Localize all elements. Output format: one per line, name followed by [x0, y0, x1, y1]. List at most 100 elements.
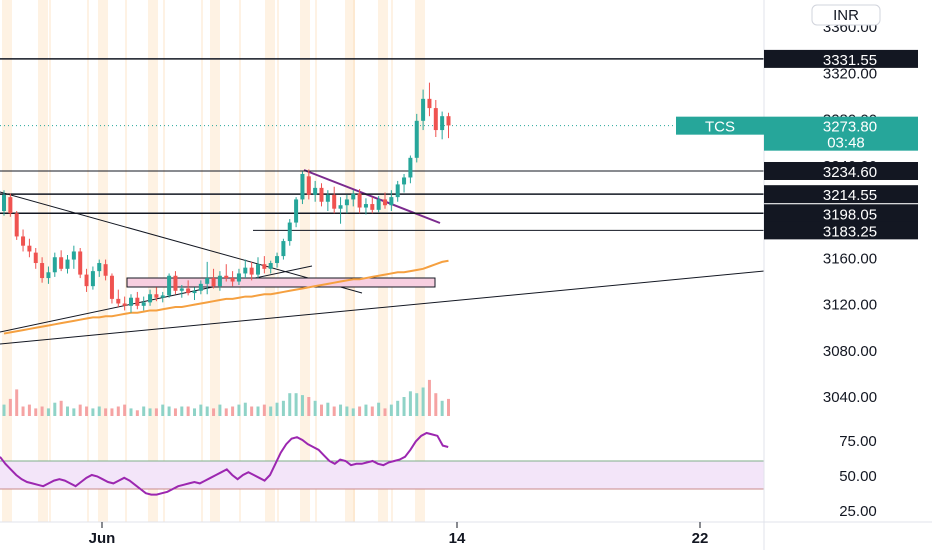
candle-body	[109, 275, 114, 299]
volume-bar	[167, 406, 171, 416]
candle-body	[192, 290, 197, 294]
session-highlight	[265, 0, 275, 522]
session-highlight	[148, 0, 158, 522]
candle-body	[383, 199, 387, 206]
candle-body	[148, 294, 153, 303]
volume-bar	[389, 404, 393, 416]
volume-bar	[300, 395, 304, 416]
candle-body	[179, 288, 184, 291]
candle-body	[306, 176, 311, 195]
rsi-tick-label: 75.00	[839, 433, 877, 450]
candle-body	[389, 197, 394, 206]
currency-label: INR	[833, 7, 859, 24]
volume-bar	[281, 400, 285, 416]
candle-body	[97, 263, 102, 272]
volume-bar	[415, 393, 419, 416]
time-tick-label: Jun	[89, 530, 116, 547]
candle-body	[186, 288, 191, 294]
level-tag-label: 3214.55	[823, 187, 877, 204]
candle-body	[414, 120, 419, 158]
candle-body	[59, 257, 64, 269]
candle-body	[344, 199, 349, 206]
volume-bar	[66, 406, 69, 416]
volume-bar	[237, 404, 241, 416]
volume-bar	[21, 406, 25, 416]
candle-body	[319, 187, 324, 202]
rsi-tick-label: 50.00	[839, 468, 877, 485]
session-highlights	[2, 0, 425, 522]
volume-bar	[332, 406, 336, 416]
candle-body	[71, 251, 76, 260]
candle-body	[46, 272, 51, 279]
volume-bars	[2, 379, 450, 416]
currency-badge[interactable]: INR	[811, 4, 881, 26]
volume-bar	[364, 404, 368, 416]
price-tick-label: 3160.00	[823, 250, 877, 267]
time-axis[interactable]: Jun 14 22	[0, 521, 932, 547]
candle-body	[230, 278, 235, 282]
session-highlight	[300, 0, 310, 522]
currency-badge-box	[811, 4, 881, 26]
candle-body	[370, 204, 375, 210]
volume-bar	[34, 408, 38, 416]
volume-bar	[434, 393, 438, 416]
volume-bar	[85, 406, 89, 416]
candle-body	[224, 275, 229, 279]
candle-body	[433, 108, 438, 131]
candle-body	[33, 252, 38, 264]
symbol-tag-label: TCS	[705, 119, 735, 136]
volume-bar	[205, 406, 209, 416]
candle-body	[122, 303, 127, 306]
volume-bar	[408, 391, 412, 416]
candle-body	[300, 174, 305, 200]
candle-body	[129, 297, 133, 306]
level-tag-label: 3331.55	[823, 52, 877, 69]
candle-body	[84, 274, 89, 287]
level-tag	[764, 204, 918, 223]
candle-body	[141, 302, 146, 306]
candle-body	[198, 283, 203, 291]
volume-bar	[78, 404, 82, 416]
channel-line	[303, 169, 441, 224]
rsi-line	[0, 431, 449, 496]
volume-bar	[15, 389, 19, 416]
candle-body	[294, 199, 299, 223]
price-tick-label: 3120.00	[823, 297, 877, 314]
volume-bar	[180, 406, 184, 416]
volume-bar	[294, 393, 298, 416]
candle-body	[52, 257, 57, 273]
volume-bar	[46, 408, 50, 416]
candle-body	[90, 271, 95, 287]
level-tag-label: 3198.05	[823, 206, 877, 223]
volume-bar	[288, 393, 292, 416]
candle-body	[440, 116, 445, 131]
volume-bar	[231, 406, 235, 416]
volume-bar	[427, 379, 431, 416]
volume-bar	[173, 408, 177, 416]
candle-body	[40, 263, 45, 279]
level-tag	[764, 161, 918, 180]
candle-body	[402, 177, 407, 185]
volume-bar	[193, 408, 196, 416]
volume-bar	[161, 404, 165, 416]
volume-bar	[142, 406, 146, 416]
candle-body	[446, 116, 451, 126]
volume-bar	[339, 404, 343, 416]
level-tag	[764, 221, 918, 240]
candle-body	[217, 275, 222, 287]
candle-body	[313, 187, 318, 195]
level-tag-label: 3183.25	[823, 223, 877, 240]
level-tag	[764, 185, 918, 204]
level-tag-label: 3234.60	[823, 164, 877, 181]
rsi-tick-label: 25.00	[839, 503, 877, 520]
volume-bar	[447, 398, 450, 416]
volume-bar	[40, 406, 44, 416]
candle-body	[21, 236, 26, 246]
session-highlight	[38, 0, 48, 522]
volume-bar	[358, 406, 362, 416]
trendline-down	[0, 191, 363, 294]
candle-body	[357, 193, 362, 208]
volume-bar	[326, 402, 330, 416]
